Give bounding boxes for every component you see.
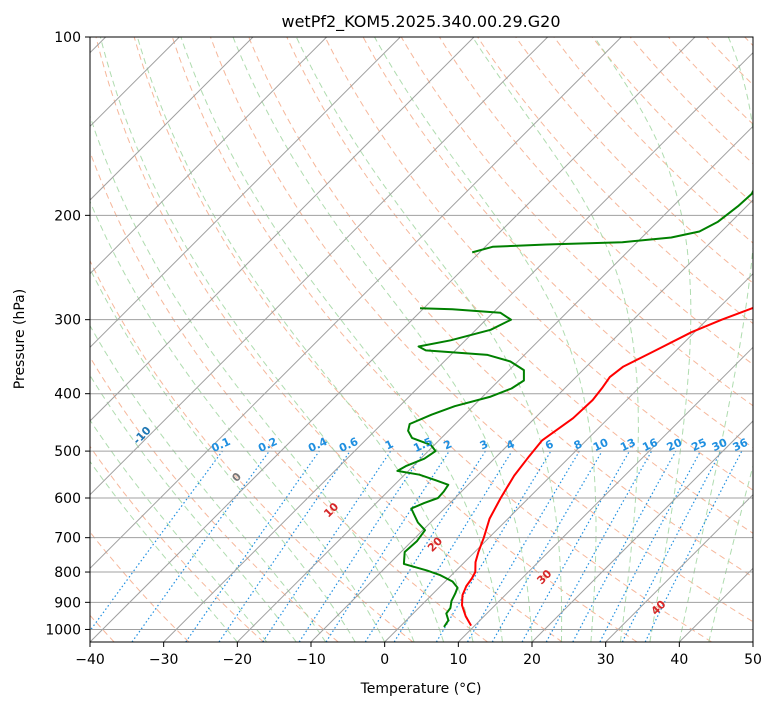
moist-adiabat (90, 267, 356, 642)
y-tick-label: 800 (54, 565, 81, 581)
moist-adiabat (678, 37, 753, 642)
mixing-ratio-label: 16 (640, 436, 660, 454)
isotherm-line (457, 346, 753, 642)
moist-adiabat (593, 37, 692, 642)
mixing-ratio-line (218, 450, 351, 642)
x-tick-label: −30 (149, 652, 179, 668)
dewpoint-line (471, 189, 753, 254)
isotherms (90, 37, 753, 642)
moist-adiabat (136, 37, 474, 642)
x-tick-label: 20 (523, 652, 541, 668)
x-axis-label: Temperature (°C) (360, 681, 482, 697)
isotherm-line (90, 37, 696, 642)
dry-adiabat (90, 445, 264, 642)
profile-series (396, 189, 753, 628)
isotherm-line (90, 37, 254, 201)
dry-adiabat (324, 37, 753, 491)
mixing-ratio-label: 25 (689, 436, 708, 454)
dry-adiabat (629, 37, 753, 165)
x-tick-label: 40 (670, 652, 688, 668)
moist-adiabat (472, 37, 639, 642)
mixing-ratio-line (364, 450, 486, 642)
temperature-line (461, 306, 753, 627)
y-tick-label: 100 (54, 30, 81, 46)
mixing-ratio-line (521, 450, 631, 642)
moist-adiabat (90, 374, 297, 642)
mixing-ratio-line (393, 450, 513, 642)
isotherm-line (90, 37, 328, 275)
moist-adiabats (90, 37, 753, 642)
x-tick-label: 50 (744, 652, 762, 668)
chart-title: wetPf2_KOM5.2025.340.00.29.G20 (281, 12, 560, 32)
x-axis-ticks: −40 −30 −20 −10 0 10 20 30 40 50 (75, 642, 762, 668)
x-tick-label: 30 (597, 652, 615, 668)
isotherm-line (90, 37, 622, 570)
dry-adiabat (477, 37, 753, 325)
dry-adiabat (171, 37, 712, 642)
plot-area: 0.10.20.40.611.52346810131620253036-100-… (90, 37, 753, 642)
x-tick-label: −40 (75, 652, 105, 668)
mixing-ratio-label: 20 (665, 436, 685, 454)
y-tick-label: 1000 (45, 622, 81, 638)
isotherm-line (163, 51, 753, 642)
y-tick-label: 200 (54, 208, 81, 224)
dry-adiabat (248, 37, 753, 578)
dry-adiabat (400, 37, 753, 407)
isotherm-line (310, 199, 753, 642)
mixing-ratio-line (131, 450, 270, 642)
mixing-ratio-line (491, 450, 603, 642)
isotherm-line (90, 37, 475, 422)
isotherm-line (384, 272, 753, 642)
isotherm-line (90, 37, 549, 496)
moist-adiabat (232, 37, 533, 642)
mixing-ratio-line (185, 450, 320, 642)
plot-frame (89, 36, 754, 643)
y-axis-ticks: 100 200 300 400 500 600 700 800 900 1000 (45, 30, 90, 638)
dewpoint-line (396, 307, 525, 628)
isotherm-line (605, 493, 753, 642)
mixing-ratio-label: 10 (591, 436, 611, 454)
isotherm-line (531, 420, 753, 642)
x-tick-label: −20 (223, 652, 253, 668)
y-tick-label: 600 (54, 491, 81, 507)
mixing-ratio-line (90, 450, 223, 632)
isotherm-line (90, 37, 401, 349)
moist-adiabat (708, 463, 753, 642)
moist-adiabat (90, 114, 415, 642)
mixing-ratio-line (572, 450, 677, 642)
moist-adiabat (90, 419, 268, 642)
mixing-ratio-lines (90, 450, 743, 642)
mixing-ratio-line (466, 450, 580, 642)
mixing-ratio-line (325, 450, 450, 642)
y-tick-label: 700 (54, 531, 81, 547)
y-tick-label: 400 (54, 387, 81, 403)
dry-adiabat (133, 37, 638, 642)
moist-adiabat (180, 37, 503, 642)
x-tick-label: −10 (296, 652, 326, 668)
moist-adiabat (90, 200, 386, 642)
dry-adiabat (591, 37, 753, 204)
moist-adiabat (374, 37, 597, 642)
isotherm-line (236, 125, 753, 642)
dry-adiabats (90, 37, 753, 642)
x-tick-label: 0 (380, 652, 389, 668)
moist-adiabat (99, 37, 445, 642)
x-tick-label: 10 (449, 652, 467, 668)
mixing-ratio-label: 13 (618, 436, 637, 454)
y-tick-label: 900 (54, 595, 81, 611)
y-tick-label: 300 (54, 313, 81, 329)
mixing-ratio-label: 30 (710, 436, 730, 454)
y-tick-label: 500 (54, 444, 81, 460)
mixing-ratio-line (435, 450, 552, 642)
isobars (90, 37, 753, 630)
y-axis-label: Pressure (hPa) (12, 289, 28, 389)
dry-adiabat (95, 37, 563, 642)
dry-adiabat (90, 259, 414, 642)
mixing-ratio-label: 36 (731, 436, 751, 454)
dry-adiabat (515, 37, 753, 284)
